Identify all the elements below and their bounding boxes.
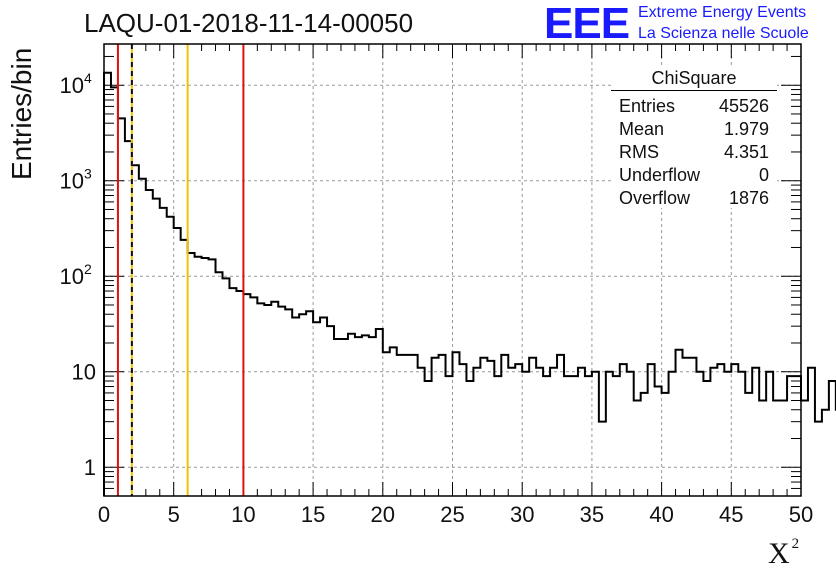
stats-label: Underflow — [619, 165, 701, 185]
threshold-markers — [116, 44, 245, 496]
stats-label: Entries — [619, 96, 676, 116]
y-tick-label: 10 — [60, 169, 84, 194]
stats-row: Mean 1.979 — [611, 118, 777, 141]
y-axis-label: Entries/bin — [6, 47, 37, 180]
x-tick-label: 25 — [440, 502, 464, 527]
stats-box: ChiSquare Entries 45526 Mean 1.979 RMS 4.35… — [611, 66, 777, 208]
y-tick-label: 10 — [60, 73, 84, 98]
x-tick-label: 45 — [719, 502, 743, 527]
chart-title: LAQU-01-2018-11-14-00050 — [84, 8, 414, 38]
x-tick-label: 0 — [98, 502, 110, 527]
x-tick-label: 5 — [168, 502, 180, 527]
plot-frame — [103, 43, 802, 497]
y-tick-label: 10 — [60, 264, 84, 289]
logo-line-2: La Scienza nelle Scuole — [638, 25, 809, 42]
stats-label: RMS — [619, 142, 659, 162]
stats-label: Overflow — [619, 188, 691, 208]
axis-ticks — [103, 44, 802, 497]
stats-title: ChiSquare — [611, 66, 777, 91]
x-tick-label: 30 — [510, 502, 534, 527]
eee-logo-mark: EEE — [544, 0, 630, 48]
x-tick-label: 20 — [371, 502, 395, 527]
x-tick-label: 10 — [231, 502, 255, 527]
y-tick-label: 10 — [72, 360, 96, 385]
stats-row: RMS 4.351 — [611, 141, 777, 164]
y-tick-label: 1 — [84, 455, 96, 480]
stats-value: 1.979 — [723, 119, 769, 139]
stats-row: Overflow 1876 — [611, 187, 777, 210]
stats-value: 1876 — [728, 188, 769, 208]
stats-row: Entries 45526 — [611, 95, 777, 118]
stats-label: Mean — [619, 119, 665, 139]
y-tick-exponent: 3 — [84, 166, 92, 182]
histogram-series — [103, 71, 836, 496]
x-tick-label: 15 — [301, 502, 325, 527]
y-tick-exponent: 2 — [84, 261, 92, 277]
logo-line-1: Extreme Energy Events — [638, 4, 807, 21]
x-axis-label-text: X — [768, 537, 790, 570]
x-tick-label: 35 — [580, 502, 604, 527]
x-tick-label: 40 — [649, 502, 673, 527]
x-axis-label-superscript: 2 — [791, 536, 800, 552]
stats-value: 0 — [758, 165, 769, 185]
y-tick-exponent: 4 — [84, 70, 92, 86]
x-tick-label: 50 — [789, 502, 813, 527]
stats-value: 45526 — [718, 96, 769, 116]
stats-value: 4.351 — [723, 142, 769, 162]
stats-row: Underflow 0 — [611, 164, 777, 187]
